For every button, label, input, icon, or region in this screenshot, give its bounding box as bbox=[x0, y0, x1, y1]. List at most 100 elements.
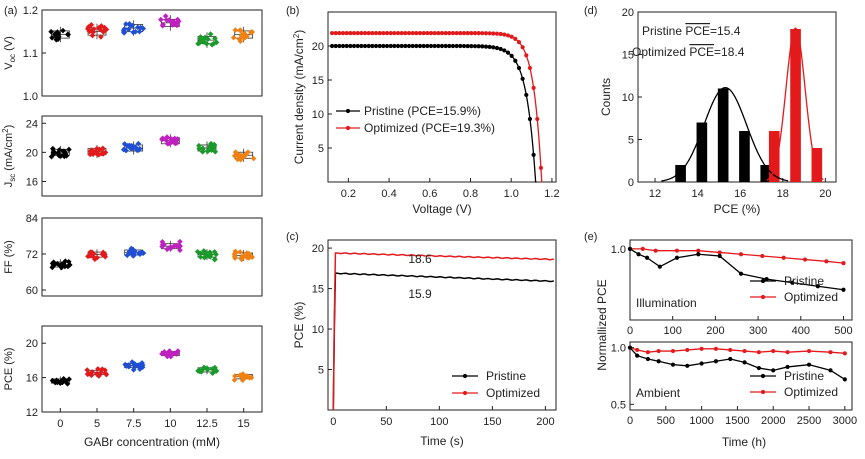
a-point-7.5 bbox=[137, 361, 144, 368]
a-frame-jsc bbox=[41, 115, 263, 197]
b-point-optimized bbox=[340, 30, 346, 36]
e-point-illum-pristine bbox=[636, 252, 641, 257]
b-xtick-label: 0.8 bbox=[463, 188, 478, 200]
d-gauss-optimized bbox=[766, 27, 824, 181]
a-point-7.5 bbox=[125, 26, 132, 33]
a-point-15 bbox=[237, 249, 244, 255]
a-point-10 bbox=[171, 135, 178, 142]
b-point-optimized bbox=[436, 30, 441, 36]
b-point-pristine bbox=[469, 44, 474, 49]
a-point-5 bbox=[95, 366, 101, 372]
e-point-illum-optimized bbox=[802, 257, 808, 262]
b-point-optimized bbox=[520, 45, 525, 50]
e-xtick-label: 0 bbox=[627, 415, 633, 427]
b-point-optimized bbox=[480, 31, 485, 36]
a-point-7.5 bbox=[125, 362, 132, 368]
b-point-optimized bbox=[414, 30, 419, 36]
e-point-amb-optimized bbox=[685, 347, 690, 353]
b-point-pristine bbox=[388, 43, 393, 49]
e-point-illum-optimized bbox=[824, 259, 829, 264]
a-point-7.5 bbox=[122, 361, 128, 368]
e-point-illum-pristine bbox=[815, 284, 820, 289]
a-point-12.5 bbox=[213, 251, 219, 258]
a-point-12.5 bbox=[203, 40, 210, 47]
e-point-illum-optimized bbox=[674, 248, 680, 253]
e-point-amb-optimized bbox=[728, 347, 733, 353]
a-point-0 bbox=[61, 377, 67, 384]
e-point-illum-pristine bbox=[627, 246, 633, 251]
a-point-10 bbox=[177, 247, 183, 253]
e-line-amb-pristine bbox=[629, 347, 846, 380]
a-ytick-label: 1.0 bbox=[23, 91, 38, 103]
e-legend-marker-amb-optimized bbox=[760, 389, 766, 395]
a-point-5 bbox=[88, 251, 95, 257]
d-ytick-label: 5 bbox=[628, 135, 634, 147]
b-point-optimized bbox=[524, 53, 529, 58]
e-line-amb-optimized bbox=[629, 347, 845, 354]
c-xtick-label: 50 bbox=[380, 416, 392, 428]
b-point-optimized bbox=[333, 30, 338, 36]
b-xtick-label: 0.4 bbox=[381, 188, 396, 200]
a-point-12.5 bbox=[199, 149, 206, 155]
e-point-amb-optimized bbox=[842, 351, 847, 356]
e-legend-label-amb-optimized: Optimized bbox=[784, 385, 838, 399]
b-xtick-label: 1.2 bbox=[544, 188, 559, 200]
a-point-5 bbox=[85, 370, 92, 377]
c-xlabel: Time (s) bbox=[420, 434, 464, 448]
b-ytick-label: 20 bbox=[312, 41, 324, 53]
e-point-amb-optimized bbox=[656, 348, 661, 354]
a-point-0 bbox=[55, 36, 61, 42]
a-point-10 bbox=[172, 140, 179, 147]
a-point-0 bbox=[65, 263, 71, 270]
b-point-pristine bbox=[443, 43, 448, 49]
b-point-optimized bbox=[465, 30, 470, 36]
d-bar-optimized bbox=[790, 29, 801, 182]
a-point-12.5 bbox=[207, 254, 214, 260]
a-point-0 bbox=[66, 376, 72, 382]
a-xtick-label: 7.5 bbox=[126, 418, 141, 430]
b-point-pristine bbox=[399, 43, 404, 49]
b-point-pristine bbox=[432, 43, 437, 49]
a-point-0 bbox=[48, 28, 54, 35]
e-point-illum-optimized bbox=[653, 248, 658, 253]
a-xtick-label: 5 bbox=[94, 418, 100, 430]
a-point-7.5 bbox=[139, 364, 146, 371]
b-point-pristine bbox=[524, 92, 529, 98]
c-frame bbox=[327, 239, 557, 411]
e-point-amb-optimized bbox=[645, 350, 651, 355]
b-point-pristine bbox=[491, 45, 496, 50]
a-point-15 bbox=[236, 36, 243, 43]
e-frame-amb bbox=[629, 341, 853, 411]
c-ytick-label: 5 bbox=[318, 365, 324, 377]
a-point-12.5 bbox=[197, 254, 204, 260]
e-point-amb-pristine bbox=[713, 359, 719, 364]
d-bar-pristine bbox=[675, 165, 686, 182]
b-ytick-label: 5 bbox=[318, 143, 324, 155]
c-legend-label-optimized: Optimized bbox=[486, 386, 540, 400]
a-point-15 bbox=[248, 374, 255, 381]
c-legend-marker-optimized bbox=[462, 390, 468, 396]
e-point-illum-optimized bbox=[717, 250, 722, 255]
a-ytick-label: 84 bbox=[26, 213, 38, 225]
d-ytick-label: 10 bbox=[622, 92, 634, 104]
a-point-15 bbox=[240, 34, 247, 41]
e-point-illum-pristine bbox=[657, 264, 662, 269]
a-point-7.5 bbox=[121, 141, 128, 147]
b-point-pristine bbox=[384, 43, 390, 49]
e-point-amb-pristine bbox=[699, 361, 704, 366]
b-point-pristine bbox=[403, 43, 408, 49]
a-point-5 bbox=[103, 26, 110, 33]
e-point-amb-optimized bbox=[742, 348, 747, 354]
d-bar-optimized bbox=[768, 131, 780, 182]
b-point-optimized bbox=[432, 30, 437, 36]
a-frame-pce bbox=[41, 325, 263, 413]
b-point-optimized bbox=[505, 33, 511, 38]
b-point-pristine bbox=[531, 152, 536, 158]
a-point-0 bbox=[56, 147, 63, 153]
c-xtick-label: 200 bbox=[536, 416, 554, 428]
a-ylabel-jsc: Jsc (mA/cm2) bbox=[1, 125, 17, 188]
a-point-0 bbox=[62, 258, 69, 264]
a-ytick-label: 20 bbox=[26, 147, 38, 159]
a-point-10 bbox=[167, 245, 174, 252]
